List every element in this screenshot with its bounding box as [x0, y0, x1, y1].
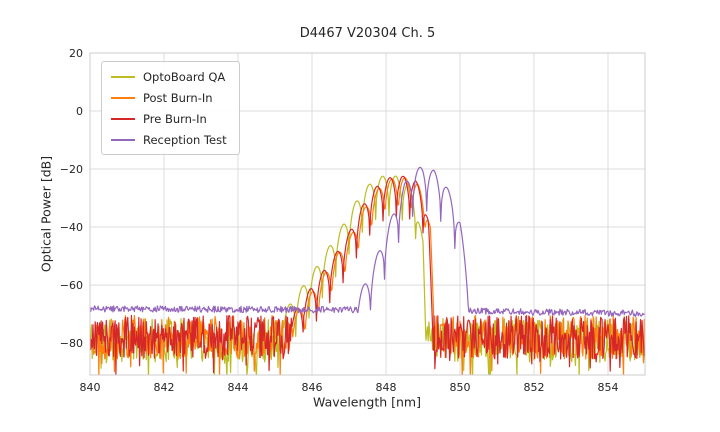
y-tick-label: 20	[69, 47, 83, 60]
legend-entry: OptoBoard QA	[111, 69, 227, 84]
x-tick-label: 854	[598, 381, 619, 394]
x-axis-label: Wavelength [nm]	[313, 394, 421, 410]
y-tick-label: −80	[60, 337, 83, 350]
x-tick-label: 846	[302, 381, 323, 394]
chart-title: D4467 V20304 Ch. 5	[299, 26, 436, 41]
x-tick-label: 842	[154, 381, 175, 394]
legend-swatch	[111, 117, 135, 120]
y-tick-label: −20	[60, 163, 83, 176]
x-tick-label: 850	[450, 381, 471, 394]
legend-entry: Post Burn-In	[111, 90, 227, 105]
legend-label: Reception Test	[143, 132, 227, 147]
series-reception-test	[90, 166, 645, 318]
legend-swatch	[111, 138, 135, 141]
legend-label: OptoBoard QA	[143, 69, 226, 84]
legend-entry: Reception Test	[111, 132, 227, 147]
legend: OptoBoard QA Post Burn-In Pre Burn-In Recep…	[101, 61, 240, 155]
legend-label: Pre Burn-In	[143, 111, 207, 126]
x-tick-label: 840	[80, 381, 101, 394]
legend-label: Post Burn-In	[143, 90, 213, 105]
legend-swatch	[111, 75, 135, 78]
y-tick-label: 0	[76, 105, 83, 118]
y-tick-label: −60	[60, 279, 83, 292]
legend-entry: Pre Burn-In	[111, 111, 227, 126]
legend-swatch	[111, 96, 135, 99]
x-tick-label: 852	[524, 381, 545, 394]
plot-frame	[89, 52, 646, 376]
x-tick-label: 848	[376, 381, 397, 394]
x-tick-label: 844	[228, 381, 249, 394]
y-tick-label: −40	[60, 221, 83, 234]
series-pre-burn-in	[90, 175, 645, 375]
